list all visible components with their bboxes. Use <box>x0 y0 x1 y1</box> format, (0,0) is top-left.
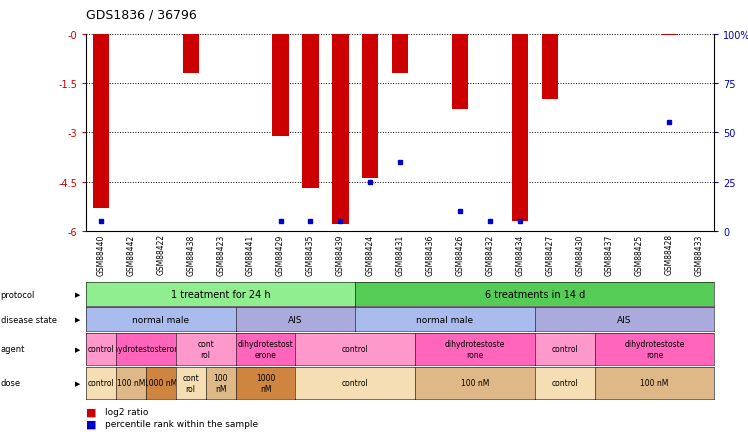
Text: GDS1836 / 36796: GDS1836 / 36796 <box>86 9 197 22</box>
Text: GSM88431: GSM88431 <box>396 234 405 275</box>
Text: GSM88434: GSM88434 <box>515 234 524 275</box>
Text: disease state: disease state <box>1 315 57 324</box>
Text: AIS: AIS <box>288 315 303 324</box>
Text: ▶: ▶ <box>75 317 80 322</box>
Text: 100 nM: 100 nM <box>461 378 489 388</box>
Text: 100
nM: 100 nM <box>213 373 228 393</box>
Text: control: control <box>551 378 578 388</box>
Bar <box>362 35 378 179</box>
Bar <box>512 35 528 221</box>
Text: dose: dose <box>1 378 21 388</box>
Bar <box>542 35 558 100</box>
Text: GSM88433: GSM88433 <box>695 234 704 275</box>
Text: 100 nM: 100 nM <box>117 378 145 388</box>
Text: ■: ■ <box>86 407 96 416</box>
Text: ▶: ▶ <box>75 292 80 297</box>
Text: GSM88428: GSM88428 <box>665 234 674 275</box>
Text: normal male: normal male <box>132 315 189 324</box>
Text: dihydrotestosterone: dihydrotestosterone <box>107 345 185 354</box>
Text: control: control <box>88 345 114 354</box>
Text: protocol: protocol <box>1 290 35 299</box>
Text: GSM88439: GSM88439 <box>336 234 345 275</box>
Text: GSM88432: GSM88432 <box>485 234 494 275</box>
Text: ■: ■ <box>86 419 96 428</box>
Text: GSM88436: GSM88436 <box>426 234 435 275</box>
Text: dihydrotestoste
rone: dihydrotestoste rone <box>445 339 505 359</box>
Text: GSM88426: GSM88426 <box>456 234 465 275</box>
Text: control: control <box>342 345 369 354</box>
Text: GSM88430: GSM88430 <box>575 234 584 275</box>
Text: GSM88440: GSM88440 <box>96 234 105 275</box>
Text: 1 treatment for 24 h: 1 treatment for 24 h <box>171 289 271 299</box>
Text: GSM88435: GSM88435 <box>306 234 315 275</box>
Bar <box>392 35 408 74</box>
Text: GSM88425: GSM88425 <box>635 234 644 275</box>
Text: GSM88438: GSM88438 <box>186 234 195 275</box>
Text: 1000 nM: 1000 nM <box>144 378 177 388</box>
Text: ▶: ▶ <box>75 380 80 386</box>
Bar <box>272 35 289 136</box>
Text: 6 treatments in 14 d: 6 treatments in 14 d <box>485 289 585 299</box>
Text: GSM88437: GSM88437 <box>605 234 614 275</box>
Text: GSM88422: GSM88422 <box>156 234 165 275</box>
Text: control: control <box>342 378 369 388</box>
Text: control: control <box>88 378 114 388</box>
Text: log2 ratio: log2 ratio <box>105 407 148 416</box>
Text: GSM88427: GSM88427 <box>545 234 554 275</box>
Text: agent: agent <box>1 345 25 354</box>
Bar <box>332 35 349 225</box>
Bar <box>452 35 468 110</box>
Text: dihydrotestoste
rone: dihydrotestoste rone <box>625 339 684 359</box>
Bar <box>661 35 678 36</box>
Text: normal male: normal male <box>417 315 473 324</box>
Text: cont
rol: cont rol <box>183 373 199 393</box>
Text: GSM88442: GSM88442 <box>126 234 135 275</box>
Bar <box>302 35 319 189</box>
Text: cont
rol: cont rol <box>197 339 214 359</box>
Text: 1000
nM: 1000 nM <box>256 373 275 393</box>
Text: GSM88441: GSM88441 <box>246 234 255 275</box>
Text: GSM88429: GSM88429 <box>276 234 285 275</box>
Text: AIS: AIS <box>617 315 632 324</box>
Bar <box>93 35 109 208</box>
Text: 100 nM: 100 nM <box>640 378 669 388</box>
Text: dihydrotestost
erone: dihydrotestost erone <box>238 339 293 359</box>
Text: GSM88424: GSM88424 <box>366 234 375 275</box>
Bar <box>183 35 199 74</box>
Text: GSM88423: GSM88423 <box>216 234 225 275</box>
Text: control: control <box>551 345 578 354</box>
Text: percentile rank within the sample: percentile rank within the sample <box>105 419 258 428</box>
Text: ▶: ▶ <box>75 346 80 352</box>
